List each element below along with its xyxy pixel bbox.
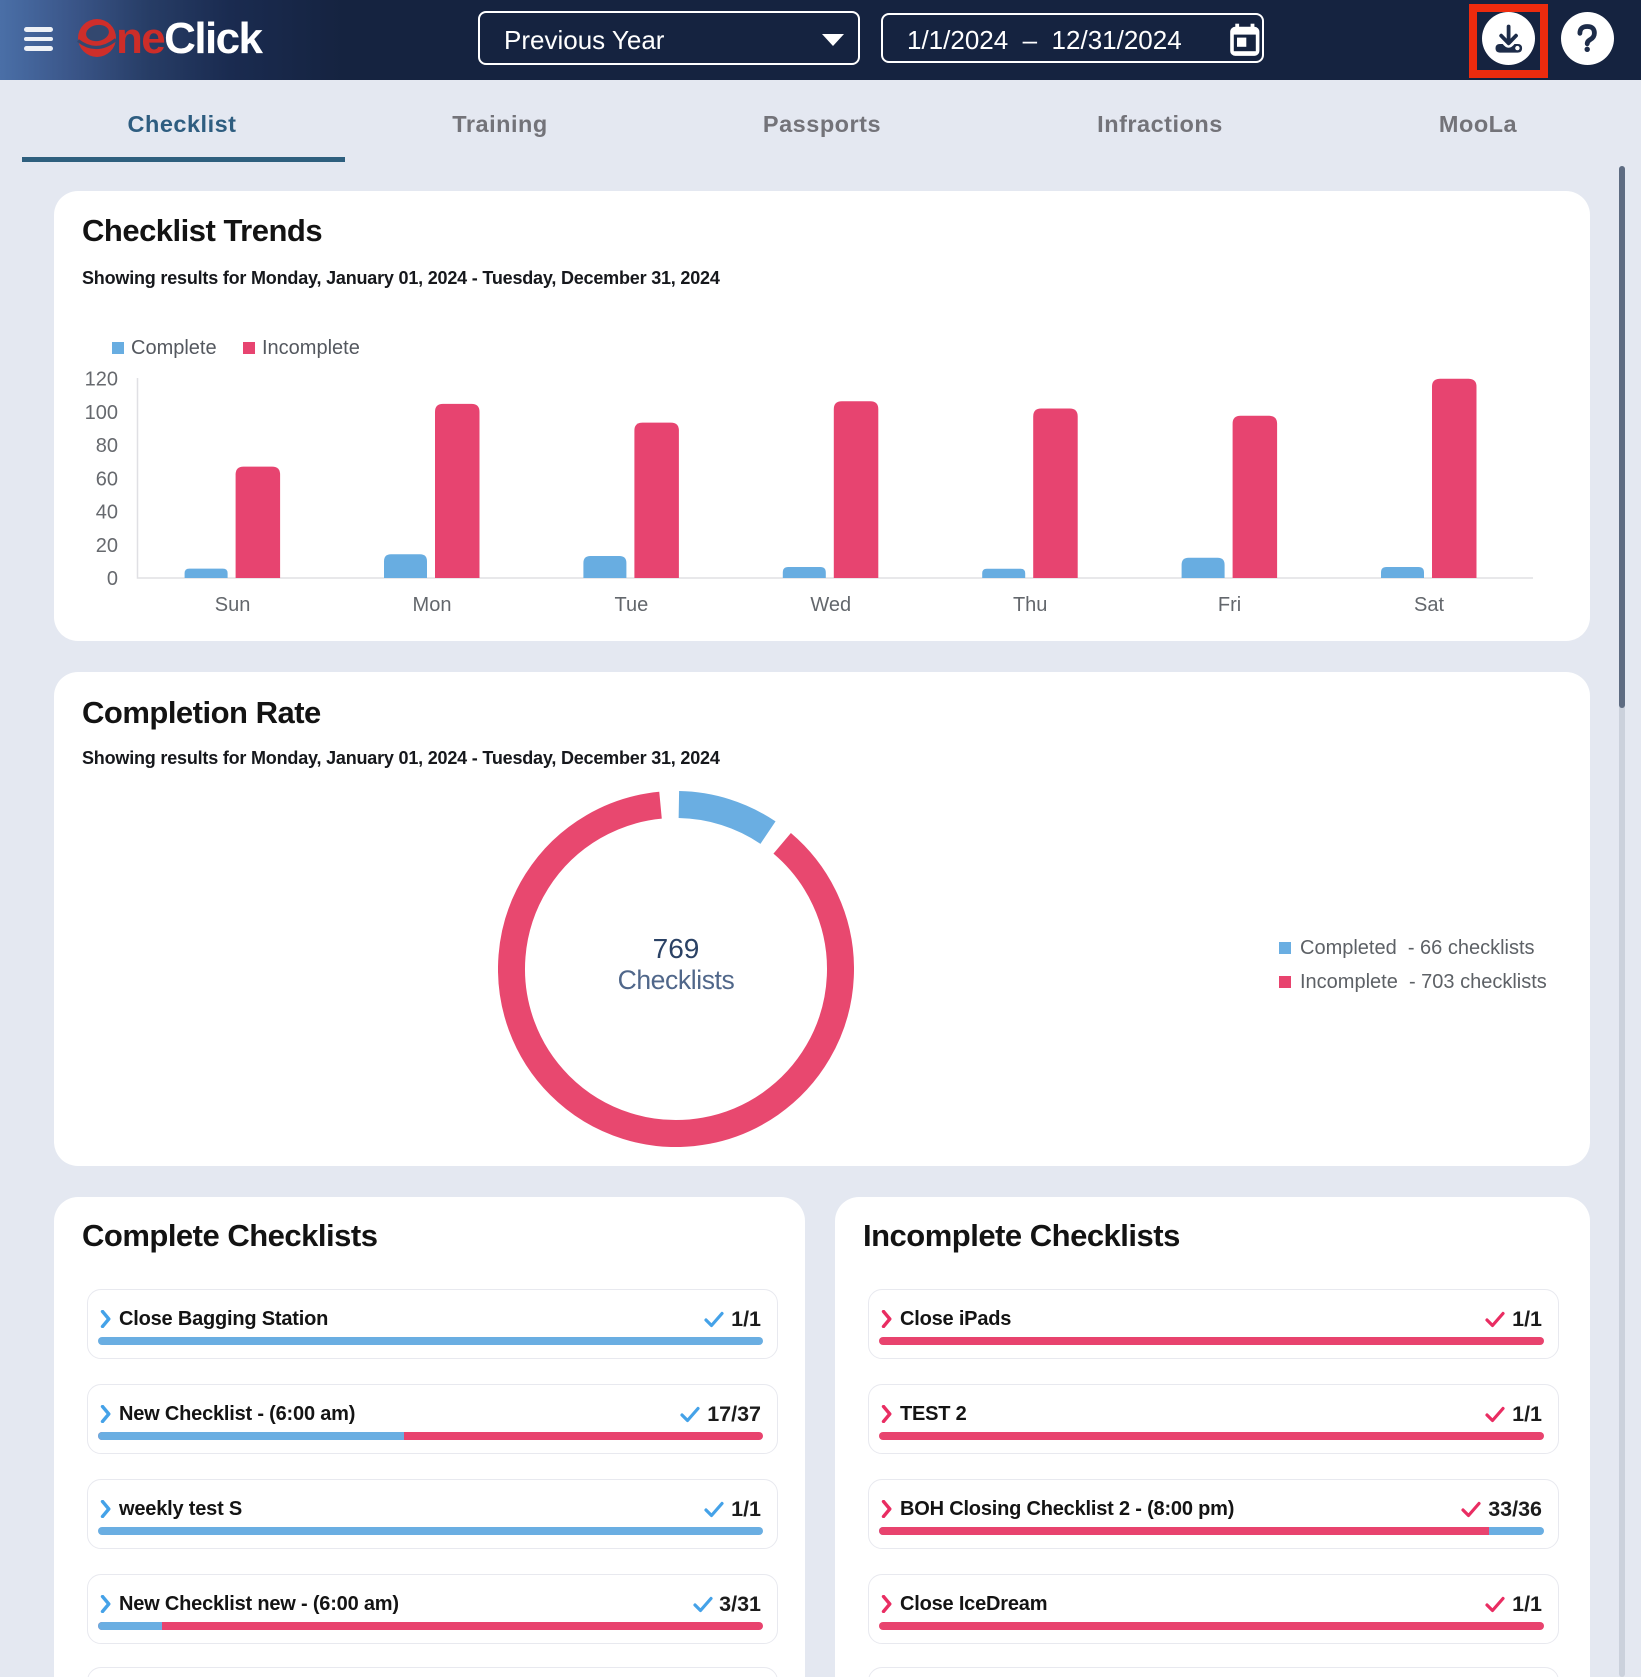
svg-text:Complete: Complete [131,337,217,359]
svg-text:Mon: Mon [413,594,452,616]
svg-text:Thu: Thu [1013,594,1047,616]
svg-text:Tue: Tue [615,594,649,616]
svg-text:40: 40 [96,502,118,524]
svg-text:120: 120 [85,369,118,391]
svg-text:80: 80 [96,435,118,457]
svg-text:20: 20 [96,535,118,557]
svg-text:100: 100 [85,402,118,424]
svg-text:Sat: Sat [1414,594,1444,616]
svg-text:0: 0 [107,568,118,590]
svg-text:Incomplete: Incomplete [262,337,360,359]
svg-text:Sun: Sun [215,594,251,616]
svg-text:Fri: Fri [1218,594,1241,616]
svg-text:Wed: Wed [810,594,851,616]
svg-text:60: 60 [96,468,118,490]
